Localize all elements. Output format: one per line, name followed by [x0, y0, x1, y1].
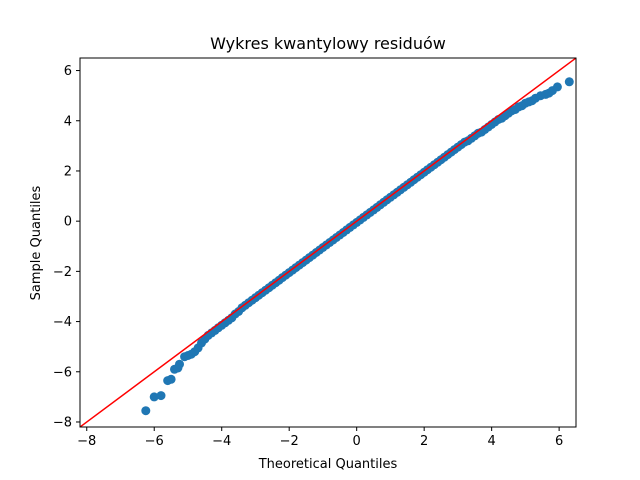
data-point	[552, 82, 562, 92]
x-tick-label: 2	[420, 434, 428, 449]
x-tick-label: 4	[488, 434, 496, 449]
data-point	[156, 391, 166, 401]
data-point	[166, 374, 176, 384]
y-axis-title: Sample Quantiles	[29, 185, 44, 300]
chart-title: Wykres kwantylowy residuów	[210, 34, 446, 53]
y-tick-label: 2	[64, 164, 72, 179]
y-tick-label: 4	[64, 114, 72, 129]
y-tick-label: −2	[53, 265, 72, 280]
x-tick-label: 0	[353, 434, 361, 449]
data-point	[564, 77, 574, 87]
x-tick-label: −8	[77, 434, 96, 449]
y-tick-label: 0	[64, 215, 72, 230]
x-tick-label: −6	[145, 434, 164, 449]
data-point	[175, 359, 184, 369]
x-tick-label: −4	[212, 434, 231, 449]
reference-line-group	[80, 58, 576, 427]
y-tick-label: −4	[53, 315, 72, 330]
x-tick-label: 6	[555, 434, 563, 449]
x-axis-title: Theoretical Quantiles	[258, 457, 398, 472]
x-axis-ticks: −8 −6 −4 −2 0 2 4 6	[77, 427, 563, 449]
plot-frame	[79, 57, 577, 428]
data-point	[141, 406, 151, 416]
data-point	[149, 392, 159, 402]
y-tick-label: 6	[64, 64, 72, 79]
y-axis-ticks: −8 −6 −4 −2 0 2 4 6	[53, 64, 80, 430]
x-tick-label: −2	[280, 434, 299, 449]
y-tick-label: −8	[53, 415, 72, 430]
y-tick-label: −6	[53, 365, 72, 380]
reference-line	[80, 58, 576, 427]
